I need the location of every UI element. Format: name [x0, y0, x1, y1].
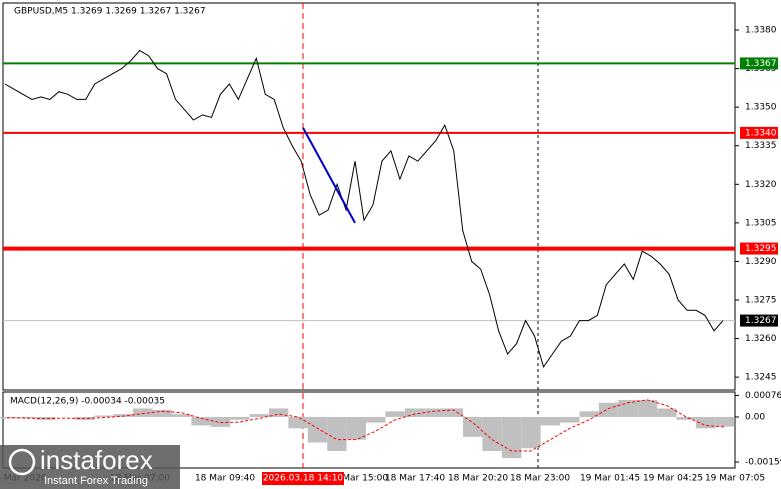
y-tick-label: 1.3350 — [745, 103, 777, 113]
histogram-bar — [501, 416, 522, 459]
histogram-bar — [676, 416, 696, 420]
logo-icon — [8, 448, 36, 476]
current-price-label: 1.3267 — [745, 316, 777, 326]
histogram-bar — [16, 416, 37, 419]
x-tick-label: 18 Mar 23:00 — [510, 474, 570, 484]
level-label: 1.3367 — [745, 59, 777, 69]
y-tick-label: 1.3320 — [745, 180, 777, 190]
signal-line — [6, 399, 726, 452]
x-tick-label: 19 Mar 04:25 — [643, 474, 703, 484]
y-tick-label: 1.3275 — [745, 296, 777, 306]
histogram-bar — [171, 414, 192, 417]
histogram-bar — [268, 408, 289, 417]
macd-title: MACD(12,26,9) -0.00034 -0.00035 — [10, 397, 165, 407]
histogram-bar — [598, 402, 619, 417]
level-label: 1.3340 — [745, 128, 777, 138]
histogram-bar — [366, 416, 386, 423]
histogram-bar — [463, 416, 483, 437]
histogram-bar — [307, 416, 328, 443]
level-label-bg — [740, 242, 778, 255]
x-tick-label: 19 Mar 01:45 — [580, 474, 640, 484]
level-label-bg — [740, 126, 778, 139]
x-tick-label: 18 Mar 15:00 — [328, 474, 388, 484]
x-tick-label: 19 Mar 07:05 — [705, 474, 765, 484]
histogram-bar — [385, 411, 405, 417]
trend-line — [302, 127, 356, 224]
level-label-bg — [740, 57, 778, 70]
histogram-bar — [579, 411, 599, 417]
current-price-bg — [740, 314, 778, 327]
x-tick-label: 18 Mar 17:40 — [385, 474, 445, 484]
histogram-bar — [560, 416, 580, 423]
histogram-bar — [230, 416, 250, 420]
y-tick-label: 0.00076 — [745, 391, 781, 401]
histogram-bar — [657, 408, 677, 417]
histogram-bar — [36, 416, 56, 420]
x-tick-label: 18 Mar 20:20 — [448, 474, 508, 484]
histogram-bar — [695, 416, 716, 429]
histogram-bar — [94, 415, 114, 417]
histogram-bar — [210, 416, 231, 427]
y-tick-label: 1.3290 — [745, 257, 777, 267]
level-label: 1.3295 — [745, 244, 777, 254]
y-tick-label: 0.00 — [745, 412, 765, 422]
histogram-bar — [133, 408, 153, 417]
logo: instaforex Instant Forex Trading — [0, 445, 180, 489]
histogram-bar — [152, 409, 172, 417]
chart-title: GBPUSD,M5 1.3269 1.3269 1.3267 1.3267 — [14, 7, 206, 17]
y-tick-label: 1.3245 — [745, 373, 777, 383]
y-tick-label: 1.3260 — [745, 334, 777, 344]
histogram-bar — [521, 416, 541, 449]
marker-time: 2026.03.18 14:10 — [263, 474, 344, 484]
marker-time-bg — [262, 472, 344, 485]
logo-tagline: Instant Forex Trading — [44, 475, 148, 487]
histogram-bar — [540, 416, 561, 426]
histogram-bar — [443, 408, 464, 417]
histogram-bar — [327, 416, 347, 451]
y-tick-label: 1.3305 — [745, 218, 777, 228]
histogram-bar — [191, 416, 211, 426]
histogram-bar — [715, 416, 735, 427]
histogram-bar — [637, 399, 658, 417]
y-tick-label: 1.3335 — [745, 141, 777, 151]
y-tick-label: 1.3380 — [745, 26, 777, 36]
histogram-bar — [288, 416, 308, 429]
histogram-bar — [346, 416, 366, 440]
histogram-bar — [249, 414, 269, 417]
y-tick-label: -0.00159 — [745, 458, 781, 468]
price-line — [4, 49, 724, 369]
histogram-bar — [113, 414, 134, 417]
x-tick-label: 18 Mar 09:40 — [195, 474, 255, 484]
main-panel — [2, 2, 736, 391]
logo-name: instaforex — [40, 445, 153, 475]
histogram-bar — [404, 408, 425, 417]
histogram-bar — [424, 408, 444, 417]
